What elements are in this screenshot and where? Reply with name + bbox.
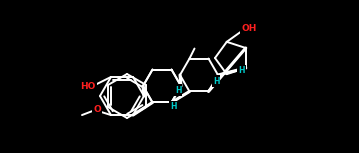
Text: HO: HO (80, 82, 96, 91)
Text: H: H (213, 76, 219, 86)
Text: H: H (175, 86, 181, 95)
Text: H: H (170, 102, 177, 111)
Text: OH: OH (241, 24, 256, 33)
Text: O: O (93, 104, 101, 114)
Text: H: H (238, 67, 245, 75)
